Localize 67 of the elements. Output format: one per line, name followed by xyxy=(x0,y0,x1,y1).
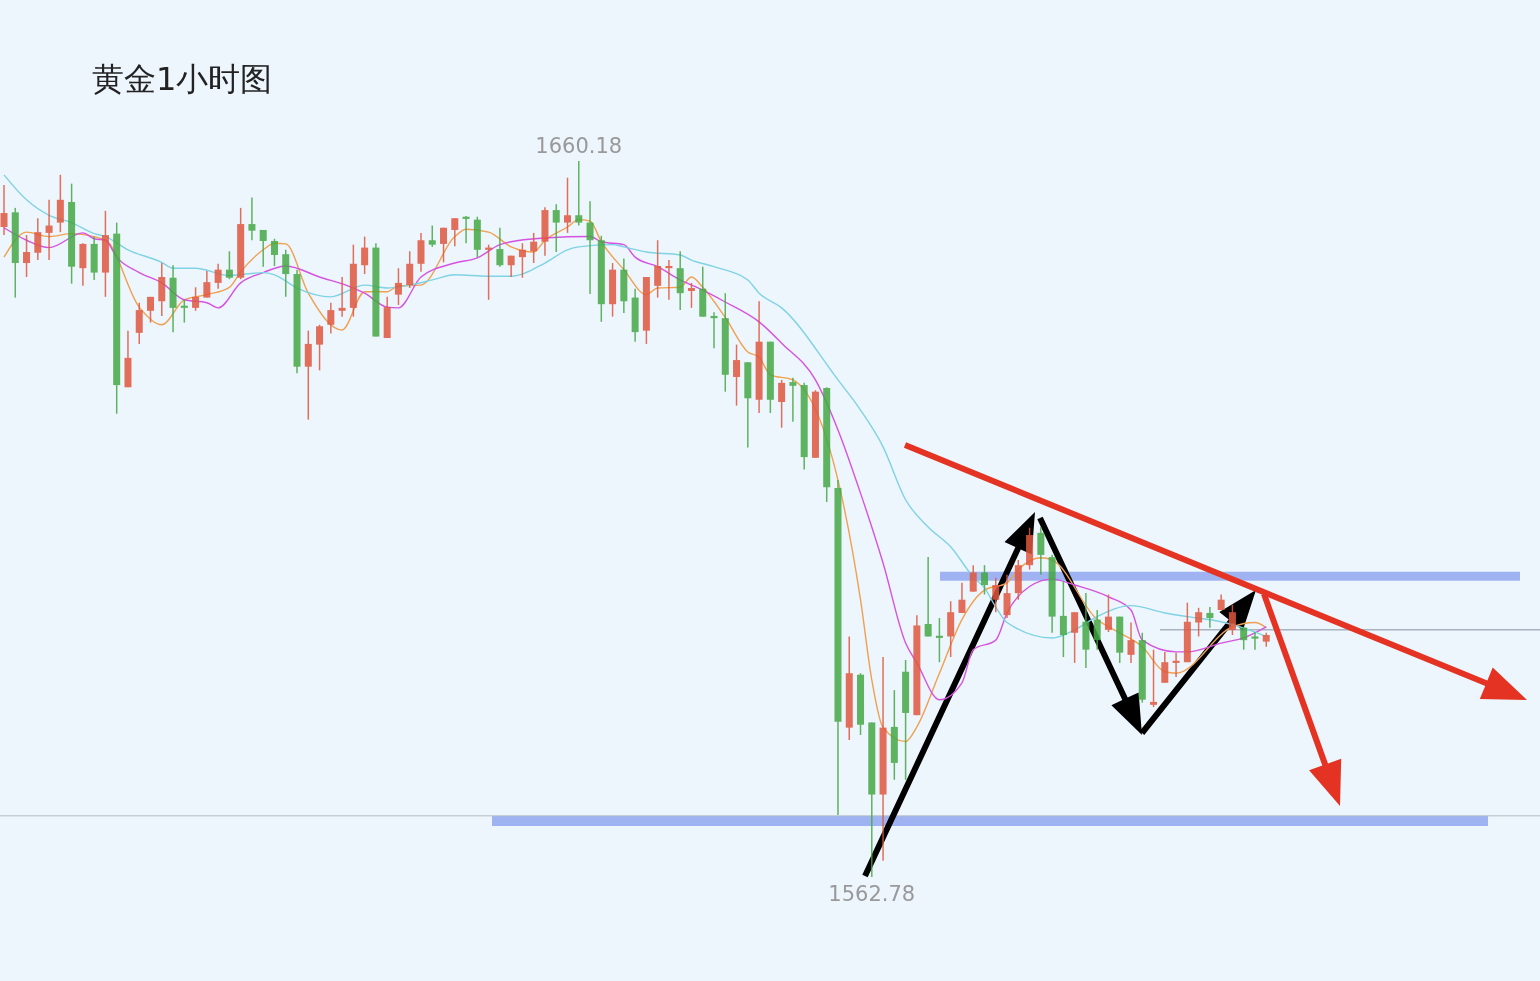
candlestick xyxy=(789,376,797,423)
candlestick xyxy=(214,263,222,290)
annotation: 1562.78 xyxy=(828,882,916,906)
candlestick xyxy=(248,196,256,241)
candlestick xyxy=(225,250,233,280)
candlestick xyxy=(135,301,143,345)
candlestick xyxy=(992,576,1000,613)
candlestick xyxy=(710,311,718,350)
candlestick xyxy=(259,229,267,268)
candlestick xyxy=(1093,609,1101,651)
candlestick xyxy=(1206,606,1214,629)
candlestick xyxy=(496,227,504,268)
candlestick xyxy=(924,556,932,638)
candlestick xyxy=(1240,626,1248,651)
candlestick xyxy=(23,234,31,278)
annotation: 1660.18 xyxy=(535,134,623,158)
candlestick xyxy=(394,267,402,306)
candlestick xyxy=(1195,607,1203,638)
candlestick xyxy=(406,250,414,289)
candlestick xyxy=(56,174,64,233)
candlestick xyxy=(1251,631,1259,651)
candlestick xyxy=(958,582,966,614)
candlestick xyxy=(34,217,42,261)
candlestick xyxy=(316,324,324,372)
candlestick xyxy=(192,286,200,312)
candlestick xyxy=(935,617,943,663)
candlestick xyxy=(586,200,594,295)
candlestick xyxy=(518,242,526,279)
candlestick xyxy=(654,239,662,299)
candlestick xyxy=(0,184,8,236)
candlestick xyxy=(1161,651,1169,684)
candlestick xyxy=(327,301,335,335)
candlestick xyxy=(45,199,53,261)
candlestick xyxy=(304,329,312,421)
candlestick xyxy=(778,379,786,429)
candlestick xyxy=(733,343,741,407)
candlestick xyxy=(451,217,459,247)
candlestick xyxy=(1172,651,1180,678)
candlestick xyxy=(1104,593,1112,633)
candlestick xyxy=(440,227,448,264)
candlestick xyxy=(1059,580,1067,658)
candlestick xyxy=(147,296,155,324)
candlestick xyxy=(203,270,211,299)
candlestick xyxy=(462,215,470,244)
candlestick xyxy=(1003,573,1011,619)
candlestick xyxy=(1150,648,1158,708)
candlestick xyxy=(1037,526,1045,576)
candlestick xyxy=(417,232,425,273)
candlestick xyxy=(564,177,571,234)
candlestick xyxy=(969,564,977,593)
candlestick xyxy=(980,564,988,596)
candlestick xyxy=(1228,604,1236,636)
candlestick xyxy=(687,282,695,309)
candlestick xyxy=(575,160,583,227)
candlestick xyxy=(180,299,188,324)
candlestick xyxy=(428,224,436,248)
candlestick xyxy=(1127,621,1135,664)
candlestick xyxy=(485,243,493,301)
candlestick xyxy=(665,259,673,301)
candlestick xyxy=(530,232,538,264)
candlestick xyxy=(338,276,346,318)
chart-title: 黄金1小时图 xyxy=(92,60,273,98)
candlestick xyxy=(552,203,560,253)
candlestick xyxy=(282,249,290,298)
candlestick xyxy=(1071,611,1079,664)
candlestick xyxy=(270,238,278,267)
candlestick xyxy=(361,235,369,275)
